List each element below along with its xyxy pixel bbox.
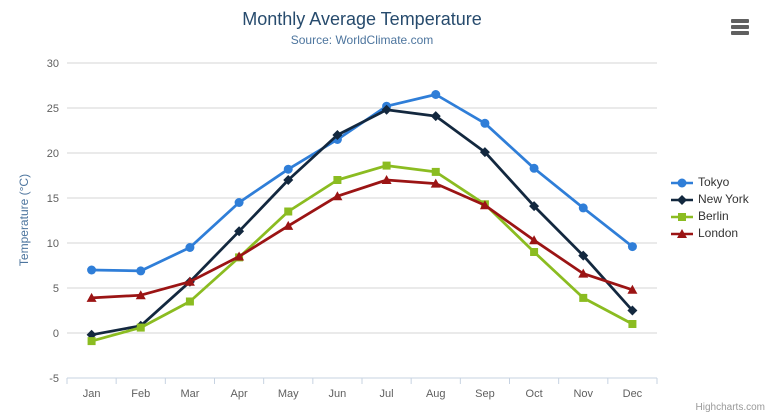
x-axis-label: Mar (180, 388, 199, 400)
legend-item-berlin[interactable]: Berlin (671, 210, 749, 223)
menu-bar-icon (731, 31, 749, 35)
legend-label: London (698, 226, 739, 240)
y-axis-label: 20 (47, 148, 59, 160)
series-london (86, 175, 638, 302)
circle-marker-icon (671, 178, 693, 187)
x-axis-label: Jul (380, 388, 394, 400)
x-axis-label: Oct (526, 388, 543, 400)
triangle-marker-icon (671, 228, 693, 238)
highcharts-credit-link[interactable]: Highcharts.com (695, 402, 765, 413)
menu-bar-icon (731, 25, 749, 29)
context-menu-button[interactable] (731, 19, 749, 35)
y-axis-label: -5 (49, 373, 59, 385)
series-tokyo (87, 90, 637, 276)
gridlines (67, 62, 657, 379)
chart-title: Monthly Average Temperature (242, 9, 482, 29)
x-axis-label: Feb (131, 388, 150, 400)
x-axis-label: Nov (573, 388, 593, 400)
x-axis-label: Aug (426, 388, 446, 400)
square-marker-icon (671, 212, 693, 221)
y-axis-title: Temperature (°C) (17, 173, 31, 267)
x-axis-label: Sep (475, 388, 495, 400)
legend: Tokyo New York Berlin London (671, 176, 749, 240)
x-axis-label: May (278, 388, 299, 400)
x-axis-label: Dec (623, 388, 643, 400)
legend-item-new-york[interactable]: New York (671, 193, 749, 206)
series-new-york (86, 104, 638, 340)
y-axis-label: 5 (53, 283, 59, 295)
x-axis-label: Jan (83, 388, 101, 400)
legend-item-london[interactable]: London (671, 227, 749, 240)
y-axis-label: 25 (47, 103, 59, 115)
legend-item-tokyo[interactable]: Tokyo (671, 176, 749, 189)
x-axis-label: Jun (329, 388, 347, 400)
menu-bar-icon (731, 19, 749, 23)
y-axis-label: 0 (53, 328, 59, 340)
x-axis-label: Apr (231, 388, 248, 400)
y-axis-label: 10 (47, 238, 59, 250)
legend-label: Tokyo (698, 175, 730, 189)
diamond-marker-icon (671, 194, 693, 205)
y-axis-label: 30 (47, 58, 59, 70)
chart-subtitle: Source: WorldClimate.com (290, 33, 434, 47)
legend-label: Berlin (698, 209, 729, 223)
y-axis-label: 15 (47, 193, 59, 205)
legend-label: New York (698, 192, 749, 206)
